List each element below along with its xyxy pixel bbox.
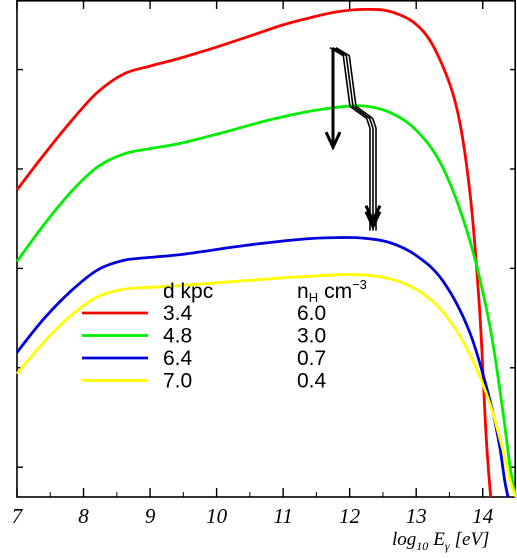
legend-rows: 3.4 6.0 4.8 3.0 6.4 0.7 7.0 0.4 — [82, 302, 327, 393]
series-lines — [15, 7, 517, 498]
x-tick-label-2: 9 — [145, 504, 156, 528]
x-tick-label-7: 14 — [472, 504, 494, 528]
x-axis-label: log10 Eγ [eV] — [392, 529, 489, 553]
x-tick-label-4: 11 — [273, 504, 292, 528]
legend-distance-2: 6.4 — [163, 347, 193, 370]
x-tick-label-5: 12 — [339, 504, 361, 528]
legend-distance-3: 7.0 — [163, 370, 192, 393]
legend-distance-1: 4.8 — [163, 325, 192, 348]
legend-density-0: 6.0 — [297, 302, 326, 325]
legend-header-density-unit: cm — [324, 280, 352, 303]
x-axis-label-log: log — [392, 529, 416, 550]
annotation-arrowhead-0-0 — [324, 131, 342, 151]
x-ticks: 7 8 9 10 11 12 13 14 — [12, 0, 494, 528]
x-tick-label-6: 13 — [406, 504, 427, 528]
x-tick-label-3: 10 — [206, 504, 228, 528]
x-tick-label-1: 8 — [78, 504, 89, 528]
plot-frame — [16, 0, 517, 498]
x-axis-label-var-sub: γ — [445, 539, 450, 553]
series-line-1 — [15, 104, 517, 498]
y-ticks — [17, 68, 516, 468]
series-line-3 — [15, 273, 517, 498]
legend: d kpc nH cm−3 3.4 6.0 4.8 3.0 6.4 0.7 7.0 0.4 — [82, 277, 367, 393]
legend-density-1: 3.0 — [297, 325, 326, 348]
legend-distance-0: 3.4 — [163, 302, 193, 325]
legend-density-3: 0.4 — [297, 370, 327, 393]
x-axis-label-unit: [eV] — [455, 529, 490, 550]
legend-header-density-exp: −3 — [352, 277, 367, 292]
series-line-2 — [15, 236, 510, 498]
annotation-arrow-1-1 — [332, 47, 374, 231]
legend-header-density-sub: H — [309, 290, 318, 305]
legend-header-distance: d kpc — [163, 280, 213, 303]
legend-header-density: nH cm−3 — [297, 277, 367, 305]
annotation-arrow-1-2 — [335, 47, 377, 231]
legend-header-density-symbol: n — [297, 280, 309, 303]
x-axis-label-log-sub: 10 — [416, 539, 428, 553]
annotation-arrowhead-1-0 — [364, 204, 382, 225]
legend-density-2: 0.7 — [297, 347, 326, 370]
annotation-arrow-1-0 — [329, 47, 371, 231]
annotations — [324, 47, 382, 231]
series-line-0 — [15, 7, 493, 498]
annotation-arrowhead-1-1 — [364, 210, 382, 231]
x-tick-label-0: 7 — [12, 504, 24, 528]
x-axis-label-var: E — [432, 529, 445, 550]
